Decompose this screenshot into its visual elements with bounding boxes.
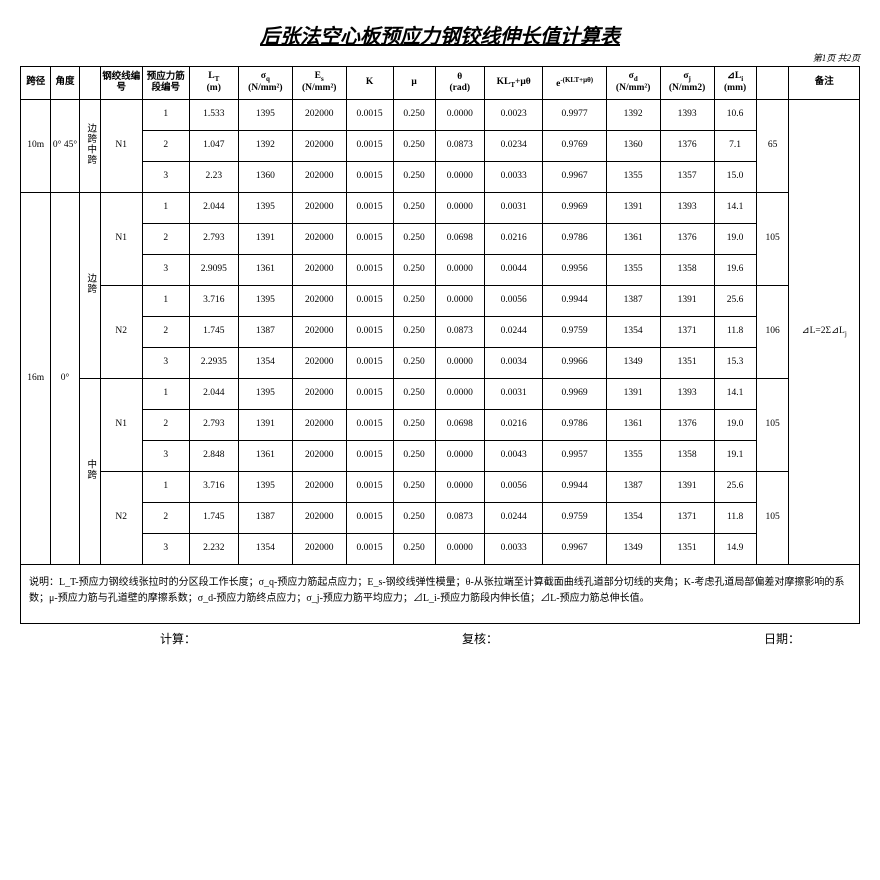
angle-10m: 0° 45° — [51, 100, 79, 193]
calc-table: 跨径 角度 钢绞线编号 预应力筋段编号 LT(m) σq(N/mm²) Es(N… — [20, 66, 860, 565]
table-row: 21.04713922020000.00150.2500.08730.02340… — [21, 131, 860, 162]
h-k: K — [346, 67, 393, 100]
table-row: N2 13.71613952020000.00150.2500.00000.00… — [21, 286, 860, 317]
footer: 计算： 复核： 日期： — [20, 630, 860, 647]
cable: N2 — [100, 286, 142, 379]
h-dli: ⊿Li(mm) — [714, 67, 756, 100]
table-row: 32.909513612020000.00150.2500.00000.0044… — [21, 255, 860, 286]
table-row: N2 13.71613952020000.00150.2500.00000.00… — [21, 472, 860, 503]
footer-check: 复核： — [462, 630, 498, 647]
table-row: 21.74513872020000.00150.2500.08730.02440… — [21, 503, 860, 534]
header-row: 跨径 角度 钢绞线编号 预应力筋段编号 LT(m) σq(N/mm²) Es(N… — [21, 67, 860, 100]
h-lt: LT(m) — [189, 67, 238, 100]
cable-n1: N1 — [100, 100, 142, 193]
sum-0: 65 — [756, 100, 789, 193]
table-row: 10m 0° 45° 边跨中跨 N1 11.53313952020000.001… — [21, 100, 860, 131]
table-row: 22.79313912020000.00150.2500.06980.02160… — [21, 410, 860, 441]
h-e: e-(KLT+μθ) — [543, 67, 606, 100]
page-number: 第1页 共2页 — [20, 51, 860, 64]
table-row: 21.74513872020000.00150.2500.08730.02440… — [21, 317, 860, 348]
cable: N2 — [100, 472, 142, 565]
note-text: 说明：L_T-预应力钢绞线张拉时的分区段工作长度；σ_q-预应力筋起点应力；E_… — [20, 565, 860, 624]
sum-3: 105 — [756, 379, 789, 472]
sum-2: 106 — [756, 286, 789, 379]
cable: N1 — [100, 379, 142, 472]
table-row: 32.84813612020000.00150.2500.00000.00430… — [21, 441, 860, 472]
footer-date: 日期： — [764, 630, 800, 647]
table-row: 32.23213542020000.00150.2500.00000.00330… — [21, 534, 860, 565]
sum-1: 105 — [756, 193, 789, 286]
angle-16m: 0° — [51, 193, 79, 565]
table-row: 中跨 N1 12.04413952020000.00150.2500.00000… — [21, 379, 860, 410]
h-kl: KLT+μθ — [484, 67, 543, 100]
h-cable: 钢绞线编号 — [100, 67, 142, 100]
h-sd: σd(N/mm²) — [606, 67, 660, 100]
remark-cell: ⊿L=2Σ⊿Lj — [789, 100, 860, 565]
pos-bian: 边跨 — [79, 193, 100, 379]
h-seg: 预应力筋段编号 — [142, 67, 189, 100]
h-pos — [79, 67, 100, 100]
h-theta: θ(rad) — [435, 67, 484, 100]
pos-10m: 边跨中跨 — [79, 100, 100, 193]
h-mu: μ — [393, 67, 435, 100]
h-sq: σq(N/mm²) — [238, 67, 292, 100]
span-10m: 10m — [21, 100, 51, 193]
h-sj: σj(N/mm2) — [660, 67, 714, 100]
table-row: 16m 0° 边跨 N1 12.04413952020000.00150.250… — [21, 193, 860, 224]
cable: N1 — [100, 193, 142, 286]
page-title: 后张法空心板预应力钢铰线伸长值计算表 — [20, 20, 860, 49]
h-span: 跨径 — [21, 67, 51, 100]
span-16m: 16m — [21, 193, 51, 565]
table-row: 22.79313912020000.00150.2500.06980.02160… — [21, 224, 860, 255]
table-row: 32.2313602020000.00150.2500.00000.00330.… — [21, 162, 860, 193]
h-sum — [756, 67, 789, 100]
h-remark: 备注 — [789, 67, 860, 100]
h-es: Es(N/mm²) — [292, 67, 346, 100]
sum-4: 105 — [756, 472, 789, 565]
pos-zhong: 中跨 — [79, 379, 100, 565]
footer-calc: 计算： — [160, 630, 196, 647]
table-row: 32.293513542020000.00150.2500.00000.0034… — [21, 348, 860, 379]
h-angle: 角度 — [51, 67, 79, 100]
